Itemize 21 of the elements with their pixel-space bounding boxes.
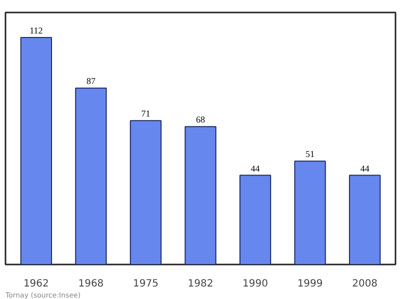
bar <box>20 36 52 264</box>
x-tick-label: 1990 <box>242 278 268 290</box>
x-tick-label: 1968 <box>78 278 104 290</box>
data-label: 112 <box>30 25 43 36</box>
data-label: 44 <box>250 163 260 174</box>
bar <box>348 174 381 264</box>
x-tick-label: 2008 <box>352 278 378 290</box>
data-label: 51 <box>306 149 315 160</box>
bar <box>294 160 326 264</box>
data-label: 71 <box>141 108 150 119</box>
x-tick-label: 1982 <box>188 278 214 290</box>
bar <box>184 126 216 264</box>
x-tick-label: 1962 <box>23 278 49 290</box>
x-tick-label: 1999 <box>297 278 323 290</box>
bar <box>130 120 162 264</box>
data-label: 44 <box>360 163 370 174</box>
x-tick-label: 1975 <box>133 278 158 290</box>
bar <box>75 88 107 264</box>
data-label: 87 <box>86 76 96 86</box>
data-label: 68 <box>196 114 206 125</box>
bar <box>239 174 272 264</box>
